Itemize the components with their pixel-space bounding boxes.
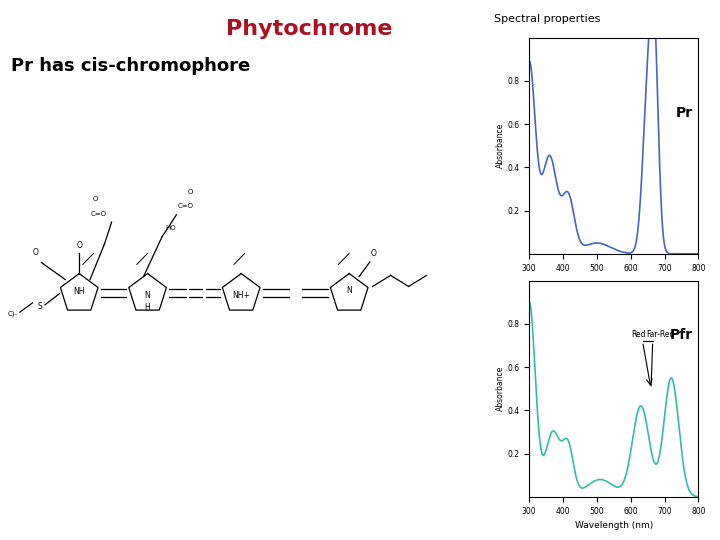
Y-axis label: Absorbance: Absorbance xyxy=(495,123,505,168)
Text: H: H xyxy=(145,303,150,312)
Text: Spectral properties: Spectral properties xyxy=(494,14,600,24)
Text: O: O xyxy=(371,249,377,258)
Text: NH+: NH+ xyxy=(233,291,250,300)
X-axis label: Wavelength (nm): Wavelength (nm) xyxy=(575,521,653,530)
Text: C)-: C)- xyxy=(8,310,17,317)
Text: Red: Red xyxy=(631,330,645,339)
Text: Pfr: Pfr xyxy=(670,328,693,342)
Text: HO: HO xyxy=(166,225,176,231)
Text: Pr has cis-chromophore: Pr has cis-chromophore xyxy=(11,57,250,75)
Text: N: N xyxy=(346,286,352,295)
Y-axis label: Absorbance: Absorbance xyxy=(495,366,505,411)
Text: Far-Red: Far-Red xyxy=(647,330,675,339)
Text: O: O xyxy=(188,188,194,194)
Text: S: S xyxy=(37,302,42,311)
Text: C=O: C=O xyxy=(177,203,194,210)
Text: Pr: Pr xyxy=(676,106,693,120)
Text: NH: NH xyxy=(73,287,85,296)
Text: O: O xyxy=(76,241,82,249)
Text: Phytochrome: Phytochrome xyxy=(226,19,393,39)
Text: N: N xyxy=(145,291,150,300)
Text: C=O: C=O xyxy=(91,211,107,217)
Text: O: O xyxy=(93,196,98,202)
Text: O: O xyxy=(33,248,39,257)
